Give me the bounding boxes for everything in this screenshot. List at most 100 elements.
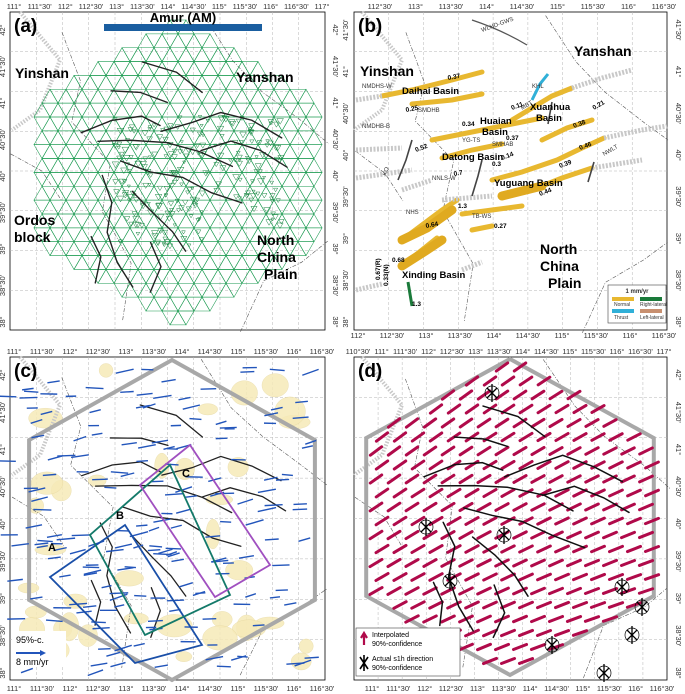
mesh-triangle [305, 227, 323, 243]
stress-bar [368, 445, 384, 457]
fault-trace [97, 139, 234, 168]
basin-datong: Datong Basin [442, 152, 503, 163]
top-tick-d: 113° [468, 347, 483, 356]
stress-bar [536, 460, 552, 470]
stress-bar [512, 445, 528, 457]
stress-bar [428, 572, 444, 582]
stress-bar [410, 515, 426, 527]
panel-a-top-ticks: 111° 111°30' 112° 112°30' 113° 113°30' 114° 114… [7, 2, 330, 11]
mesh-fine-triangle [134, 222, 142, 229]
mesh-fine-triangle [157, 228, 164, 234]
left-tick-b: 39° [342, 233, 350, 244]
stress-bar [536, 516, 552, 526]
stress-bar [589, 601, 607, 609]
gps-arrow [121, 441, 137, 446]
stress-bar [428, 600, 444, 610]
legend-interp-title: Interpolated [372, 632, 409, 639]
stress-bar [590, 544, 606, 554]
profile-a-label: A [48, 542, 56, 554]
stress-bar [458, 586, 474, 596]
stress-bar [536, 375, 552, 387]
slip-rate: 0.11 [510, 101, 524, 112]
mesh-fine-triangle [250, 206, 258, 213]
stress-bar [392, 600, 408, 610]
stress-bar [476, 530, 492, 540]
mesh-fine-triangle [182, 199, 189, 206]
gps-arrow [85, 386, 104, 390]
mesh-fine-triangle [254, 163, 262, 170]
top-tick-d: 110°30' [346, 347, 371, 356]
actual-stress-bowtie [444, 572, 456, 590]
top-tick-d: 115° [562, 347, 577, 356]
fault-trace [149, 241, 162, 293]
province-border [355, 150, 404, 202]
left-tick-c: 38°30' [0, 625, 7, 647]
mesh-fine-triangle [268, 121, 274, 126]
top-tick-a: 116°30' [284, 2, 309, 11]
gps-arrow [292, 508, 308, 511]
mesh-fine-triangle [162, 236, 169, 242]
stress-bar [608, 544, 624, 554]
stress-bar [422, 529, 438, 541]
stress-bar [518, 460, 534, 470]
stress-bar [482, 375, 498, 387]
right-lateral-fault [406, 281, 414, 307]
mesh-triangle [305, 199, 323, 215]
mesh-fine-triangle [116, 128, 125, 135]
slip-rate: 1.3 [458, 203, 467, 210]
gps-arrow [189, 417, 202, 421]
region-plain-b: Plain [548, 275, 581, 291]
mesh-fine-triangle [132, 216, 140, 223]
top-tick-d: 112° [421, 347, 436, 356]
mesh-fine-triangle [162, 136, 169, 143]
panel-c-bottom-ticks: 111° 111°30' 112° 112°30' 113° 113°30' 114° 114… [7, 684, 335, 693]
panel-a-faults [80, 61, 288, 293]
stress-bar [500, 628, 516, 638]
right-tick-b: 41° [674, 66, 683, 77]
gps-arrow [252, 624, 265, 627]
province-border [61, 32, 132, 321]
mesh-fine-triangle [188, 214, 194, 219]
top-tick-d: 111° [374, 347, 388, 356]
stress-bar [554, 544, 570, 554]
mesh-fine-triangle [167, 151, 175, 158]
stress-bar [625, 544, 643, 554]
stress-bar [512, 614, 528, 624]
left-tick-a: 40° [0, 170, 7, 181]
mesh-fine-triangle [128, 155, 134, 160]
mesh-fine-triangle [140, 164, 148, 171]
mesh-fine-triangle [163, 186, 172, 193]
gps-arrow [147, 548, 161, 552]
fault-trace [453, 436, 509, 448]
actual-stress-bowtie [486, 384, 498, 402]
gps-arrow [70, 454, 89, 459]
top-tick-b: 113° [408, 2, 423, 11]
fault-trace [80, 115, 161, 134]
legend-title: 1 mm/yr [625, 289, 649, 295]
gps-arrow [0, 395, 17, 398]
mesh-fine-triangle [151, 123, 157, 128]
gps-arrow [164, 492, 183, 496]
stress-bar [601, 615, 619, 623]
mesh-fine-triangle [245, 158, 253, 165]
fault-trace [119, 160, 243, 204]
stress-bar [518, 572, 534, 582]
mesh-fine-triangle [198, 190, 206, 197]
mesh-fine-triangle [119, 151, 125, 157]
stress-bar [584, 446, 600, 456]
gps-arrow [101, 584, 112, 589]
gps-arrow [148, 526, 160, 532]
stress-bar [638, 446, 654, 456]
gps-arrow [89, 409, 101, 414]
gps-arrow [25, 524, 43, 529]
stress-bar [368, 586, 384, 596]
left-tick-a: 39° [0, 243, 7, 254]
stress-bar [464, 600, 480, 610]
region-china-b: China [540, 258, 579, 274]
gps-arrow [69, 602, 88, 606]
stress-bar [458, 417, 474, 429]
gps-arrow [22, 387, 34, 391]
left-tick-a: 42° [0, 24, 7, 35]
stress-bar [584, 418, 600, 428]
stress-bar [530, 558, 546, 568]
